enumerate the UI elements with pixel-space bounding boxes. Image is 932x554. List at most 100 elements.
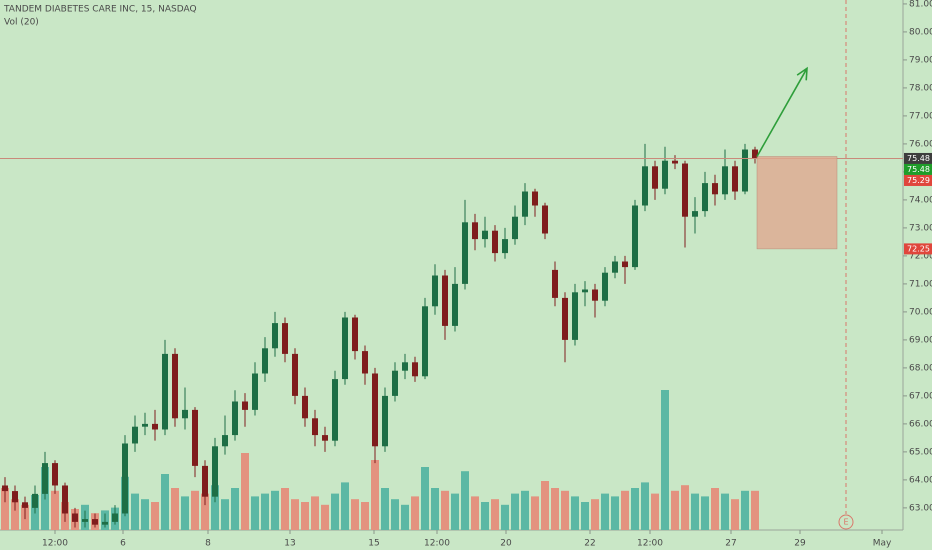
volume-bar [511,493,519,530]
volume-bar [601,493,609,530]
volume-bar [351,499,359,530]
candle-body [182,409,188,419]
volume-bar [141,499,149,530]
candle-body [242,401,248,410]
volume-bar [611,496,619,530]
x-tick-label: 12:00 [637,539,663,549]
candle-body [322,435,328,441]
candle-body [702,183,708,212]
volume-bar [291,499,299,530]
x-tick-label: 20 [500,539,512,549]
volume-bar [531,496,539,530]
volume-bar [331,493,339,530]
candle-body [252,373,258,410]
volume-bar [521,490,529,530]
candle-body [222,435,228,447]
candle-body [712,183,718,195]
volume-bar [281,488,289,530]
volume-bar [321,504,329,530]
volume-bar [691,493,699,530]
x-tick-label: 29 [794,539,806,549]
candle-body [202,465,208,497]
y-tick-label: 76.00 [909,139,932,149]
y-tick-label: 65.00 [909,447,932,457]
candle-body [672,160,678,164]
candle-body [582,289,588,293]
candle-body [562,297,568,340]
volume-bar [301,502,309,530]
candle-body [122,443,128,514]
volume-bar [681,485,689,530]
candle-body [132,426,138,444]
volume-bar [201,493,209,530]
volume-bar [51,490,59,530]
volume-bar [11,499,19,530]
candle-body [692,211,698,217]
candle-body [602,272,608,301]
volume-bar [461,471,469,530]
candle-body [302,395,308,419]
candle-body [152,423,158,430]
volume-bar [0,488,9,530]
candle-body [22,502,28,508]
candle-body [402,362,408,371]
y-tick-label: 64.00 [909,475,932,485]
candle-body [1,485,8,492]
x-tick-label: 27 [725,539,736,549]
candle-body [192,409,198,466]
candle-body [172,353,178,419]
candle-body [392,370,398,396]
volume-bar [651,493,659,530]
candle-body [262,348,268,374]
volume-bar [701,496,709,530]
volume-bar [341,482,349,530]
volume-bar [731,499,739,530]
candle-body [492,230,498,254]
volume-bar [251,496,259,530]
volume-bar [741,490,749,530]
y-tick-label: 69.00 [909,335,932,345]
candle-body [372,373,378,447]
volume-bar [361,502,369,530]
price-label-box [904,243,932,255]
price-label: 75.29 [907,176,930,185]
candle-body [412,362,418,377]
candle-body [282,323,288,354]
candle-body [572,292,578,340]
y-tick-label: 77.00 [909,111,932,121]
candle-body [292,353,298,396]
candle-body [732,166,738,192]
y-tick-label: 67.00 [909,391,932,401]
candle-body [652,166,658,189]
volume-label: Vol (20) [4,18,39,28]
y-tick-label: 63.00 [909,503,932,513]
candle-body [632,205,638,268]
x-tick-label: 13 [284,539,295,549]
candle-body [232,401,238,436]
volume-bar [621,490,629,530]
stop-zone [756,156,838,250]
volume-bar [411,496,419,530]
volume-bar [181,496,189,530]
volume-bar [221,499,229,530]
volume-bar [381,488,389,530]
candle-body [612,261,618,273]
price-label-box [904,163,932,175]
candle-body [112,513,118,522]
candle-body [82,519,88,522]
candle-body [342,317,348,380]
volume-bar [481,502,489,530]
y-tick-label: 68.00 [909,363,932,373]
x-tick-label: 6 [120,539,126,549]
volume-bar [161,474,169,530]
y-tick-label: 79.00 [909,55,932,65]
arrow-head [796,66,808,81]
candle-body [42,463,48,494]
candle-body [442,275,448,326]
volume-bar [711,488,719,530]
volume-bar [551,488,559,530]
candle-body [552,269,558,298]
volume-bar [571,496,579,530]
x-tick-label: 8 [205,539,211,549]
event-label: E [843,518,848,527]
